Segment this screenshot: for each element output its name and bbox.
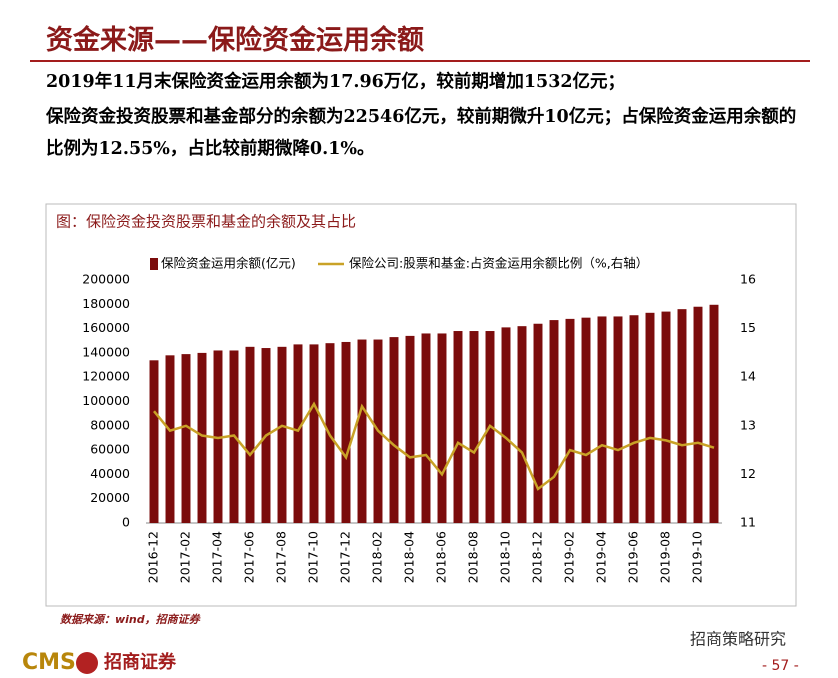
bar xyxy=(517,326,527,523)
y-tick-label: 200000 xyxy=(82,272,130,287)
line xyxy=(153,401,715,491)
y-tick-label: 180000 xyxy=(82,296,130,311)
bar xyxy=(405,335,415,523)
x-tick-label: 2018-12 xyxy=(530,531,545,583)
y-tick-label: 60000 xyxy=(90,442,130,457)
chart-title: 图：保险资金投资股票和基金的余额及其占比 xyxy=(56,213,356,231)
bar xyxy=(693,306,703,523)
bar xyxy=(277,346,287,523)
bar xyxy=(549,320,559,523)
y-tick-label: 80000 xyxy=(90,417,130,432)
x-tick-label: 2017-06 xyxy=(242,531,257,583)
y2-tick-label: 15 xyxy=(740,320,756,335)
bar xyxy=(469,331,479,523)
bar xyxy=(581,317,591,523)
x-tick-label: 2018-06 xyxy=(434,531,449,583)
x-tick-label: 2019-04 xyxy=(594,531,609,583)
y-tick-label: 100000 xyxy=(82,393,130,408)
y-tick-label: 140000 xyxy=(82,344,130,359)
y-tick-label: 160000 xyxy=(82,320,130,335)
y-tick-label: 20000 xyxy=(90,490,130,505)
y2-tick-label: 14 xyxy=(740,369,756,384)
bar xyxy=(245,346,255,523)
logo-name: 招商证券 xyxy=(104,651,177,673)
x-tick-label: 2017-04 xyxy=(210,531,225,583)
bar xyxy=(629,315,639,523)
x-tick-label: 2019-02 xyxy=(562,531,577,583)
x-tick-label: 2017-10 xyxy=(306,531,321,583)
bar xyxy=(501,327,511,523)
legend-label: 保险公司:股票和基金:占资金运用余额比例（%,右轴） xyxy=(349,256,648,271)
legend-label: 保险资金运用余额(亿元) xyxy=(161,256,296,271)
x-tick-label: 2018-08 xyxy=(466,531,481,583)
bar xyxy=(709,304,719,523)
bar xyxy=(389,337,399,523)
bar xyxy=(341,341,351,523)
title-rule xyxy=(30,60,810,62)
y2-tick-label: 13 xyxy=(740,417,756,432)
bar xyxy=(197,352,207,523)
page-number: - 57 - xyxy=(762,658,799,674)
bar xyxy=(613,316,623,523)
bar xyxy=(357,339,367,523)
bar xyxy=(309,344,319,523)
x-tick-label: 2016-12 xyxy=(146,531,161,583)
y2-tick-label: 11 xyxy=(740,515,756,530)
x-tick-label: 2019-10 xyxy=(690,531,705,583)
bar xyxy=(165,355,175,523)
slide-title: 资金来源——保险资金运用余额 xyxy=(46,25,424,56)
x-tick-label: 2018-04 xyxy=(402,531,417,583)
paragraph: 2019年11月末保险资金运用余额为17.96万亿，较前期增加1532亿元； xyxy=(46,72,626,92)
y2-tick-label: 12 xyxy=(740,466,756,481)
bar xyxy=(453,331,463,523)
bar xyxy=(677,309,687,523)
bar xyxy=(181,354,191,523)
y-tick-label: 0 xyxy=(122,515,130,530)
bar xyxy=(565,318,575,523)
x-tick-label: 2018-10 xyxy=(498,531,513,583)
bar xyxy=(597,316,607,523)
x-tick-label: 2017-02 xyxy=(178,531,193,583)
bar xyxy=(149,360,159,523)
x-tick-label: 2019-06 xyxy=(626,531,641,583)
x-tick-label: 2018-02 xyxy=(370,531,385,583)
watermark: 招商策略研究 xyxy=(690,630,786,649)
y2-tick-label: 16 xyxy=(740,272,756,287)
logo-text: CMS xyxy=(22,650,76,675)
legend-swatch xyxy=(150,258,158,270)
bar xyxy=(293,344,303,523)
source: 数据来源：wind，招商证券 xyxy=(60,613,201,626)
y-tick-label: 120000 xyxy=(82,369,130,384)
bar xyxy=(533,323,543,523)
x-tick-label: 2019-08 xyxy=(658,531,673,583)
bar xyxy=(661,311,671,523)
bar xyxy=(421,333,431,523)
x-tick-label: 2017-08 xyxy=(274,531,289,583)
chart-frame xyxy=(45,203,797,607)
logo-icon xyxy=(76,652,98,674)
paragraph: 保险资金投资股票和基金部分的余额为22546亿元，较前期微升10亿元；占保险资金… xyxy=(46,107,797,159)
x-tick-label: 2017-12 xyxy=(338,531,353,583)
bar xyxy=(437,333,447,523)
bar xyxy=(645,312,655,523)
y-tick-label: 40000 xyxy=(90,466,130,481)
